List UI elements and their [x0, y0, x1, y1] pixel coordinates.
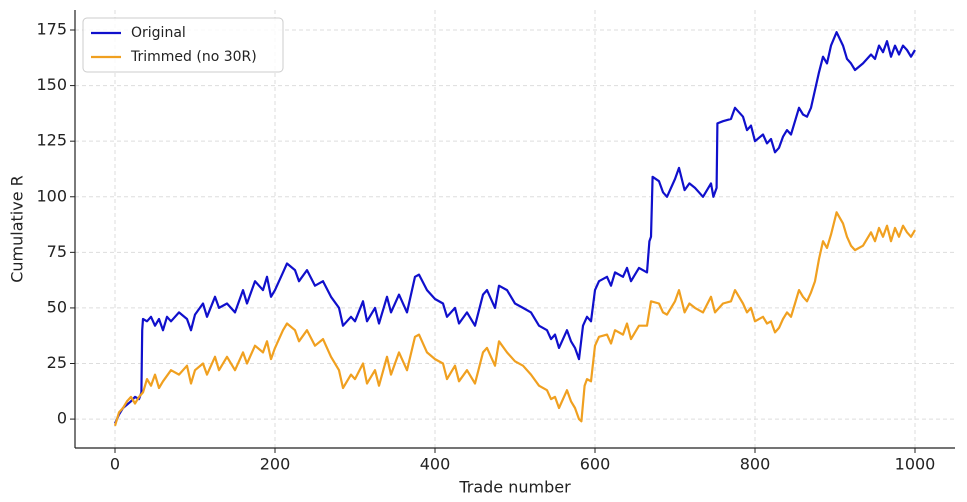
y-tick-label: 25	[47, 353, 67, 372]
y-tick-label: 50	[47, 297, 67, 316]
x-tick-label: 800	[740, 455, 771, 474]
x-tick-label: 1000	[895, 455, 936, 474]
y-tick-label: 125	[36, 131, 67, 150]
x-tick-label: 200	[260, 455, 291, 474]
x-tick-label: 600	[580, 455, 611, 474]
x-tick-label: 400	[420, 455, 451, 474]
series-line	[113, 211, 916, 427]
legend-label: Trimmed (no 30R)	[130, 49, 257, 65]
legend-box	[82, 17, 284, 73]
x-axis-label: Trade number	[458, 478, 571, 497]
y-tick-label: 100	[36, 186, 67, 205]
x-tick-label: 0	[110, 455, 120, 474]
legend-label: Original	[131, 25, 186, 41]
series-line	[113, 31, 916, 424]
y-tick-label: 150	[36, 75, 67, 94]
y-tick-label: 175	[36, 20, 67, 39]
y-axis-label: Cumulative R	[8, 175, 27, 283]
y-tick-label: 0	[57, 409, 67, 428]
y-tick-label: 75	[47, 242, 67, 261]
